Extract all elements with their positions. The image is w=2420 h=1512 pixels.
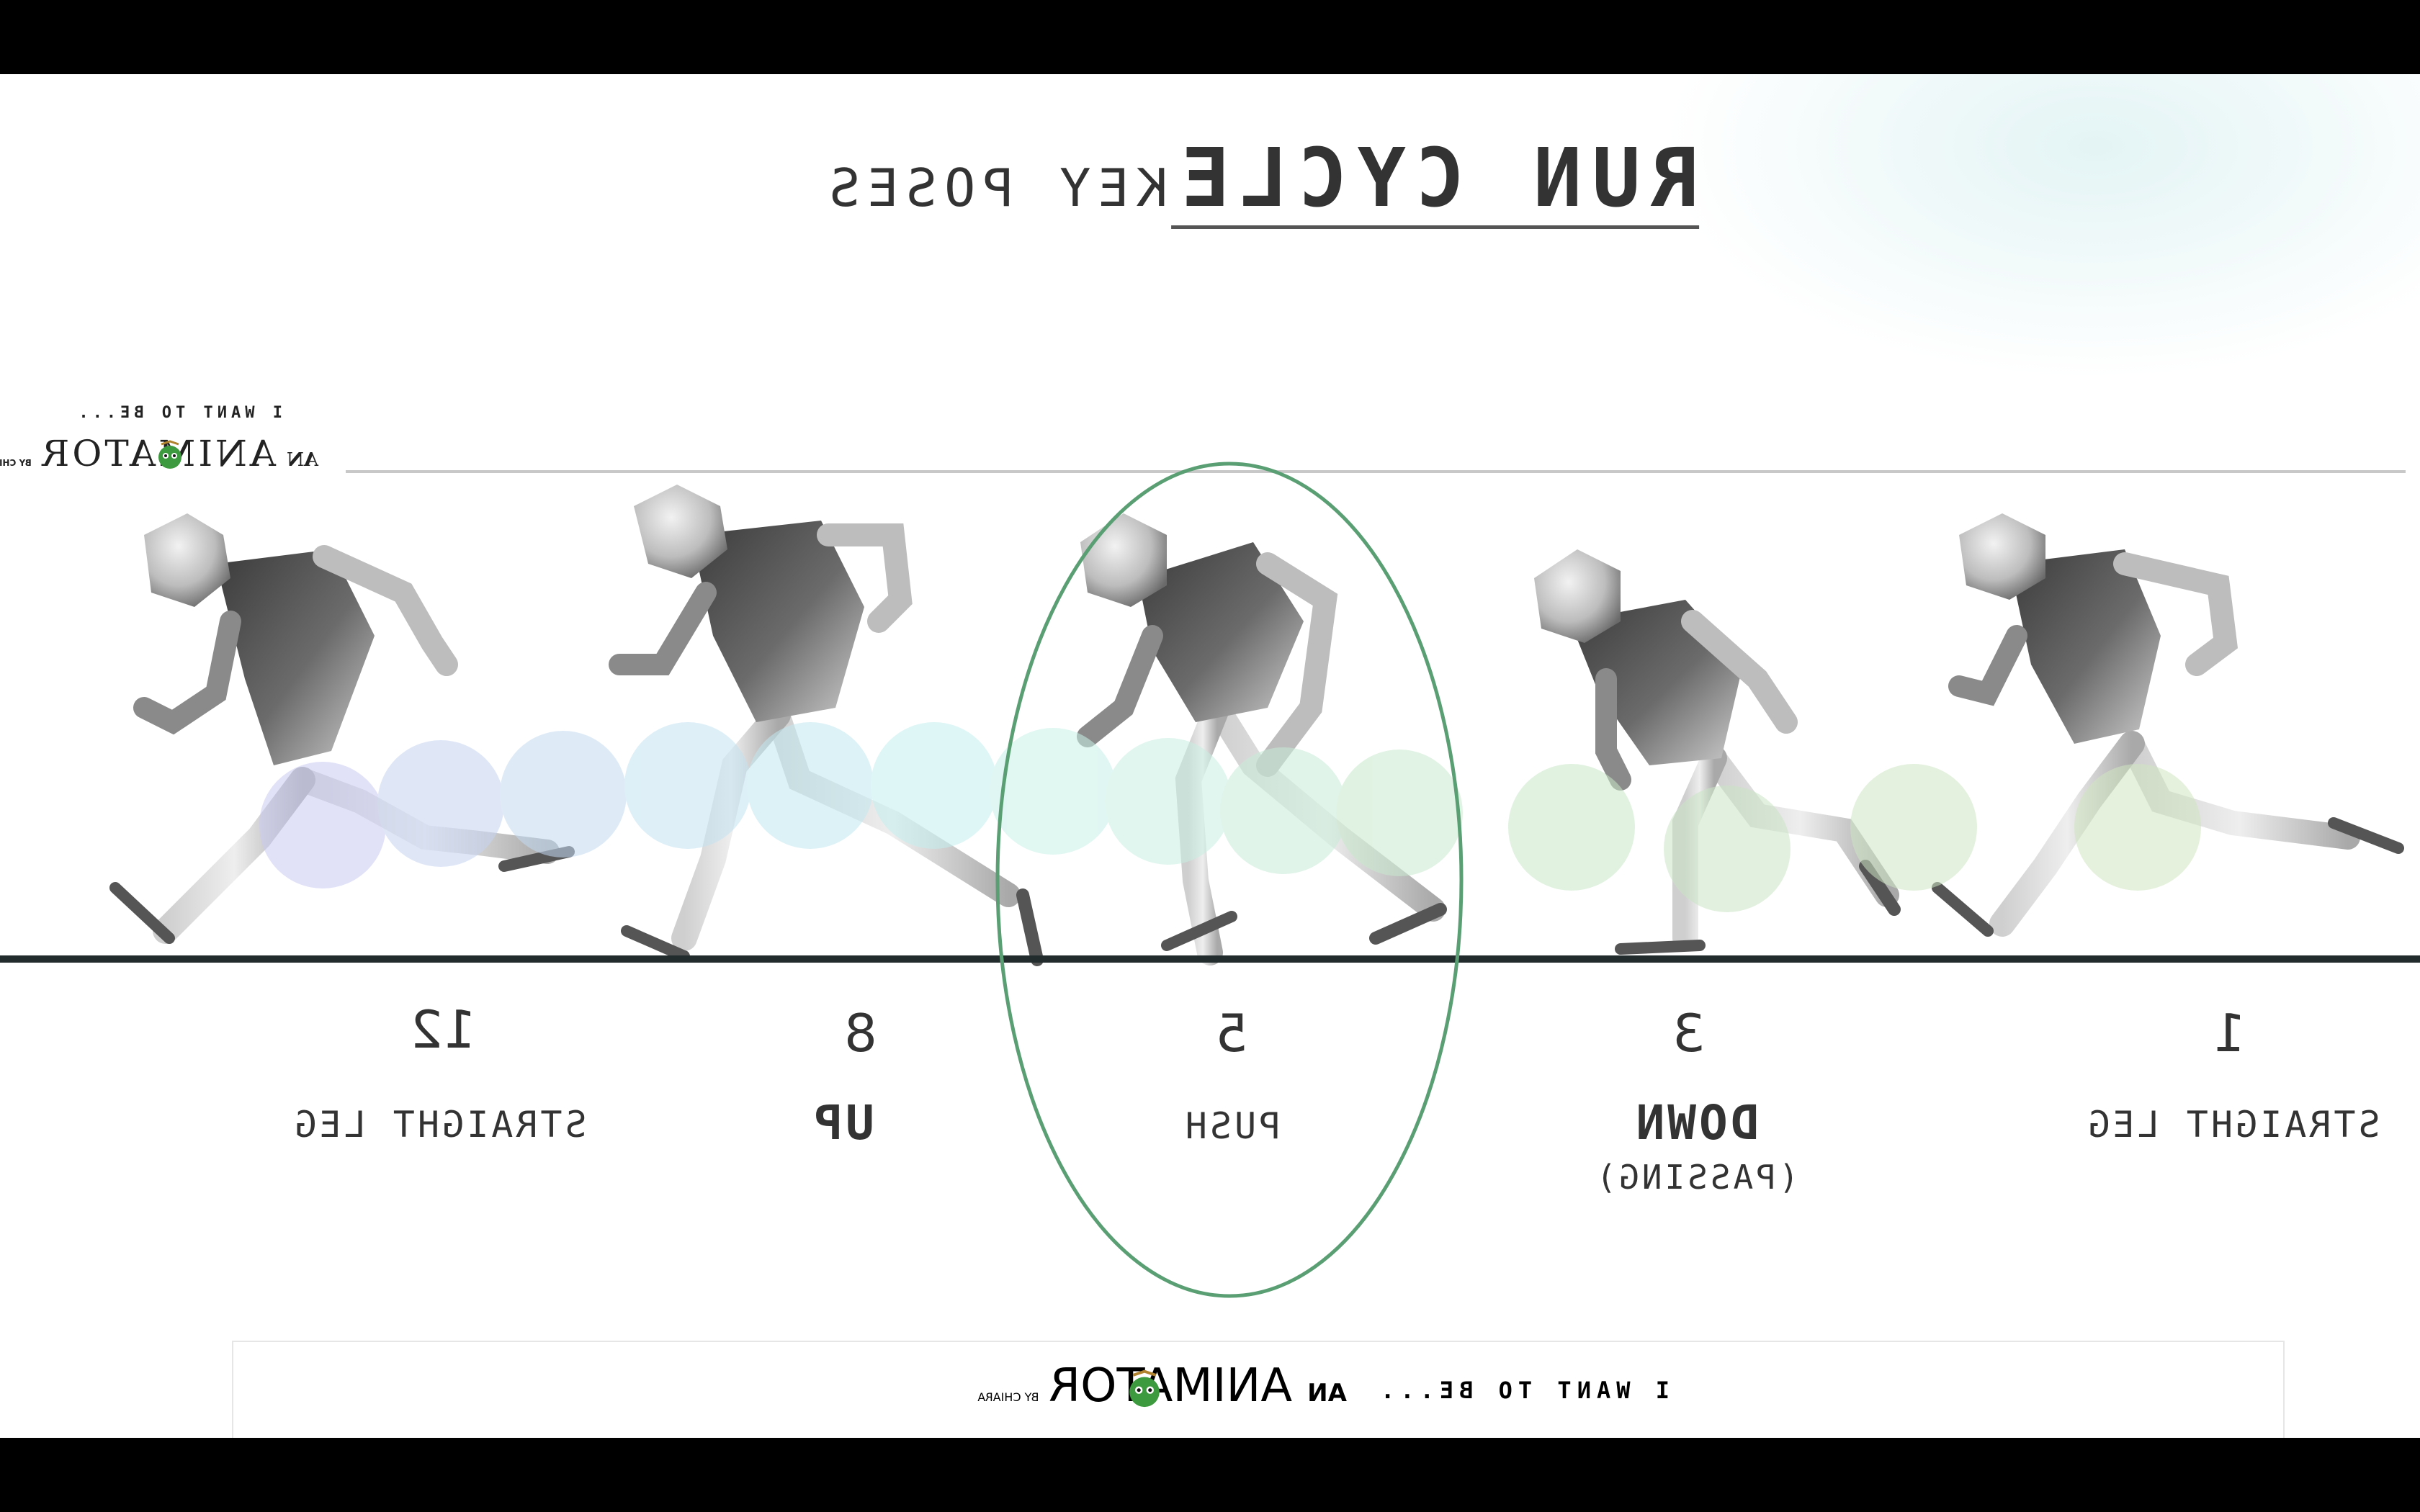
decorative-circles xyxy=(259,722,2201,912)
footer-an: AN xyxy=(1307,1379,1347,1408)
pose-label-3: DOWN xyxy=(1633,1095,1760,1151)
animator-mascot-icon xyxy=(1129,1369,1160,1408)
highlight-ellipse xyxy=(995,462,1464,1298)
animator-mascot-icon xyxy=(158,440,182,469)
footer-tagline: I WANT TO BE... xyxy=(1375,1377,1670,1404)
corner-glow xyxy=(1628,74,2420,398)
slide: RUN CYCLE KEY POSES I WANT TO BE... AN A… xyxy=(0,74,2420,1438)
frame-number-8: 8 xyxy=(844,1003,877,1063)
run-cycle-illustration xyxy=(0,462,2420,1298)
brand-watermark-top: I WANT TO BE... AN ANIMATOR BY CHIARA xyxy=(0,391,354,492)
letterbox-bottom xyxy=(0,1438,2420,1512)
pose-label-12: STRAIGHT LEG xyxy=(292,1104,587,1146)
pose-figure-8 xyxy=(609,485,1044,966)
frame-number-1: 1 xyxy=(2213,1003,2246,1063)
letterbox-top xyxy=(0,0,2420,74)
footer-watermark: I WANT TO BE... AN ANIMATOR BY CHIARA xyxy=(232,1341,2285,1438)
pose-label-1: STRAIGHT LEG xyxy=(2085,1104,2380,1146)
pose-sublabel-3: (PASSING) xyxy=(1593,1158,1799,1197)
footer-animator: ANIMATOR xyxy=(1048,1359,1293,1413)
footer-by: BY CHIARA xyxy=(977,1390,1039,1404)
frame-number-12: 12 xyxy=(410,999,476,1060)
ground-line xyxy=(0,955,2420,963)
pose-label-5: PUSH xyxy=(1182,1105,1281,1147)
pose-figure-5 xyxy=(1077,513,1447,966)
frame-number-3: 3 xyxy=(1672,1003,1706,1063)
frame-number-5: 5 xyxy=(1215,1003,1248,1063)
pose-label-8: UP xyxy=(811,1095,874,1151)
